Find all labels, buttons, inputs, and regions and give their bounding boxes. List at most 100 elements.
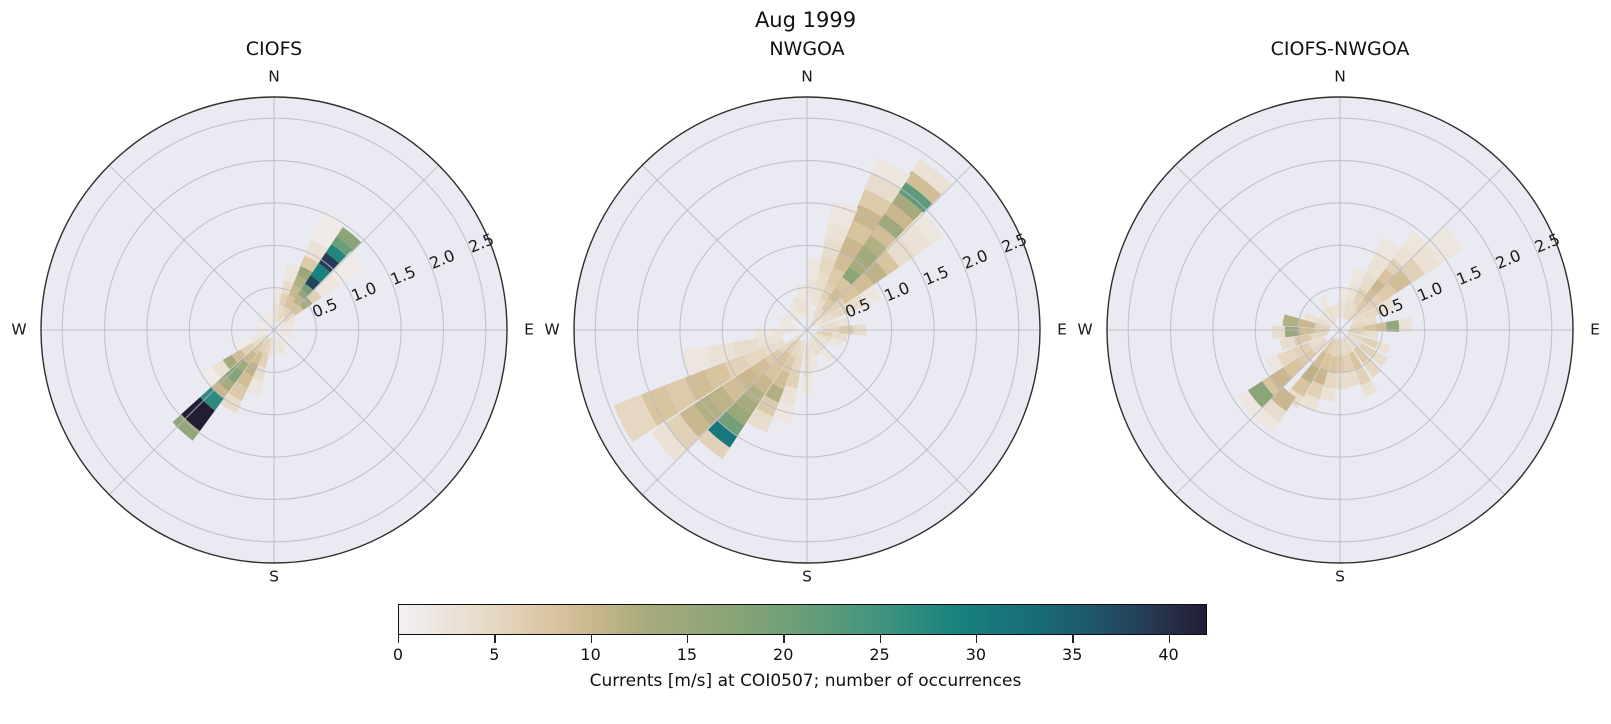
- histogram-cell: [263, 310, 272, 325]
- histogram-cell: [665, 413, 699, 450]
- histogram-cell: [897, 181, 933, 213]
- histogram-cell: [1348, 330, 1364, 336]
- histogram-cell: [1329, 305, 1338, 321]
- colorbar-tick: [494, 635, 496, 643]
- histogram-cell: [806, 257, 821, 281]
- histogram-cell: [249, 332, 267, 343]
- colorbar-tick: [879, 635, 881, 643]
- histogram-cell: [806, 296, 814, 314]
- histogram-cell: [287, 301, 298, 312]
- histogram-cell: [1342, 301, 1352, 319]
- histogram-cell: [280, 331, 295, 340]
- histogram-cell: [1340, 300, 1347, 318]
- colorbar-tick: [1168, 635, 1170, 643]
- histogram-cell: [799, 300, 807, 318]
- histogram-cell: [258, 351, 269, 368]
- grid-layer: [41, 97, 507, 563]
- compass-label-n: N: [801, 68, 813, 86]
- histogram-cell: [1310, 331, 1329, 341]
- histogram-cell: [1311, 339, 1328, 354]
- histogram-cell: [1237, 390, 1262, 417]
- histogram-cell: [835, 317, 850, 327]
- histogram-cell: [1385, 319, 1400, 332]
- histogram-cell: [269, 313, 274, 326]
- histogram-cell: [277, 335, 288, 349]
- colorbar-tick: [398, 635, 400, 643]
- histogram-cell: [282, 311, 296, 323]
- histogram-cell: [831, 332, 848, 343]
- histogram-cell: [744, 384, 766, 405]
- histogram-cell: [257, 322, 271, 329]
- compass-labels: N S W E: [544, 68, 1067, 586]
- histogram-cell: [820, 298, 834, 312]
- histogram-cell: [278, 330, 291, 335]
- histogram-cell: [1314, 323, 1331, 330]
- histogram-cell: [261, 315, 272, 328]
- histogram-cell: [864, 173, 902, 204]
- histogram-cell: [231, 349, 246, 363]
- histogram-cell: [274, 287, 283, 306]
- histogram-cell: [791, 320, 804, 329]
- histogram-cell: [283, 294, 296, 309]
- histogram-cell: [791, 353, 803, 372]
- histogram-cell: [813, 334, 829, 348]
- histogram-cell: [217, 374, 235, 392]
- histogram-cell: [241, 342, 256, 356]
- histogram-cell: [292, 275, 307, 290]
- colorbar-tick: [590, 635, 592, 643]
- histogram-cell: [211, 359, 230, 378]
- histogram-cell: [1354, 366, 1372, 386]
- histogram-cell: [790, 340, 803, 358]
- histogram-cell: [797, 339, 806, 356]
- histogram-cell: [277, 306, 289, 322]
- histogram-cell: [1328, 356, 1338, 374]
- compass-label-e: E: [524, 321, 534, 339]
- histogram-cell: [276, 332, 289, 343]
- histogram-cell: [827, 296, 846, 314]
- histogram-cell: [810, 307, 823, 325]
- histogram-cell: [297, 288, 309, 300]
- histogram-cell: [244, 360, 259, 377]
- histogram-cell: [756, 334, 784, 349]
- histogram-cell: [1379, 297, 1396, 314]
- histogram-cell: [773, 401, 795, 424]
- histogram-cell: [1376, 282, 1397, 303]
- histogram-cell: [276, 337, 286, 355]
- histogram-cell: [274, 336, 281, 354]
- histogram-cell: [848, 255, 870, 276]
- histogram-cell: [1340, 287, 1349, 301]
- histogram-cell: [1362, 337, 1380, 349]
- histogram-cell: [181, 397, 215, 432]
- histogram-cell: [778, 339, 795, 354]
- histogram-cell: [735, 393, 759, 416]
- compass-label-s: S: [802, 568, 812, 586]
- histogram-cell: [246, 378, 263, 397]
- histogram-cell: [810, 318, 824, 329]
- colorbar-tick-label: 20: [773, 645, 794, 664]
- histogram-cell: [257, 317, 269, 327]
- histogram-cell: [1398, 317, 1413, 333]
- histogram-cell: [335, 226, 362, 250]
- histogram-cell: [1348, 351, 1363, 370]
- histogram-cell: [1346, 369, 1360, 388]
- histogram-cell: [1359, 272, 1378, 293]
- histogram-cell: [306, 288, 322, 304]
- histogram-cell: [236, 371, 254, 388]
- histogram-cell: [788, 330, 803, 336]
- compass-label-w: W: [1077, 321, 1092, 339]
- compass-labels: N S W E: [11, 68, 534, 586]
- histogram-cell: [779, 385, 798, 406]
- histogram-cell: [1279, 336, 1297, 351]
- histogram-cell: [1284, 326, 1300, 338]
- histogram-cell: [1308, 336, 1326, 349]
- histogram-cell: [704, 362, 733, 390]
- histogram-cell: [1363, 323, 1376, 332]
- histogram-cell: [310, 212, 345, 249]
- histogram-cell: [911, 158, 952, 195]
- compass-labels: N S W E: [1077, 68, 1600, 586]
- histogram-cell: [1306, 380, 1324, 400]
- compass-label-n: N: [1334, 68, 1346, 86]
- histogram-cell: [278, 292, 289, 307]
- histogram-cell: [1336, 371, 1348, 390]
